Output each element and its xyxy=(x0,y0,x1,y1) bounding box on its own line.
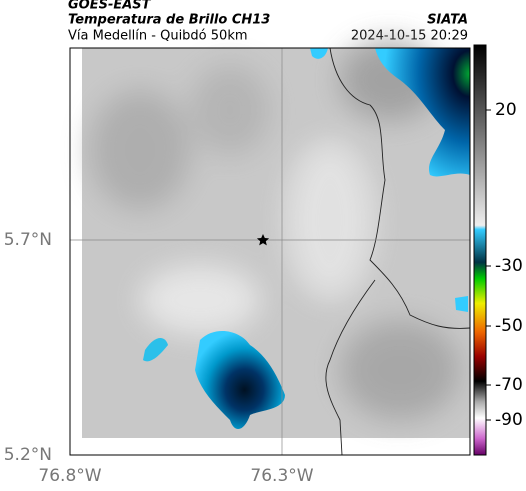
subtitle: Vía Medellín - Quibdó 50km xyxy=(68,29,248,44)
colorbar xyxy=(473,44,487,456)
colorbar-tick-label: 20 xyxy=(495,100,517,120)
title: Temperatura de Brillo CH13 xyxy=(68,13,270,28)
y-tick-label: 5.2°N xyxy=(4,445,52,465)
datetime: 2024-10-15 20:29 xyxy=(351,29,468,44)
y-tick-label: 5.7°N xyxy=(4,230,52,250)
x-tick-label: 76.3°W xyxy=(250,466,313,486)
colorbar-tick-label: -50 xyxy=(495,316,523,336)
org: SIATA xyxy=(427,13,468,28)
colorbar-tick-label: -90 xyxy=(495,410,523,430)
source: GOES-EAST xyxy=(68,0,152,13)
colorbar-tick-label: -70 xyxy=(495,375,523,395)
colorbar-ticks: 20 -30 -50 -70 -90 xyxy=(486,100,523,430)
colorbar-tick-label: -30 xyxy=(495,256,523,276)
axes: 76.8°W 76.3°W 5.7°N 5.2°N xyxy=(4,230,314,486)
satellite-image xyxy=(69,40,471,456)
x-tick-label: 76.8°W xyxy=(38,466,101,486)
